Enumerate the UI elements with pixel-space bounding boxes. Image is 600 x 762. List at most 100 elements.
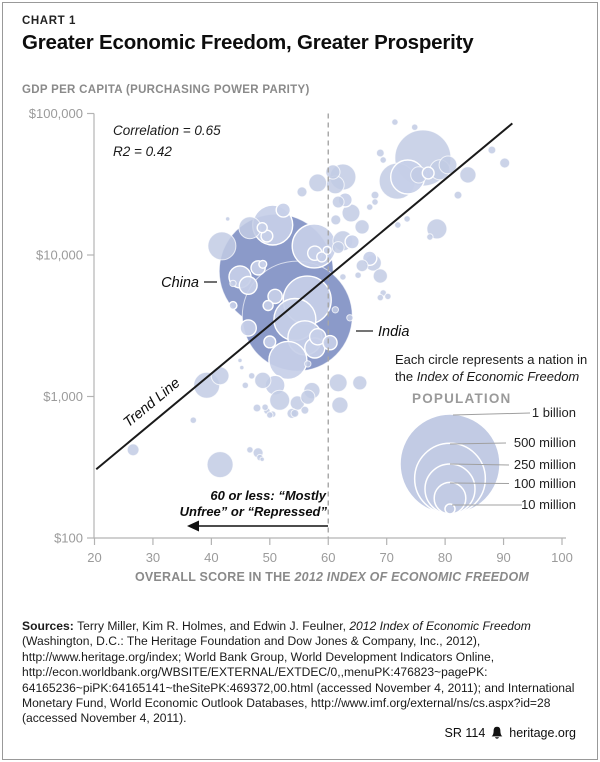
nation-bubble: [371, 198, 379, 206]
nation-bubble: [376, 293, 384, 302]
nation-bubble: [248, 372, 256, 380]
nation-bubble: [237, 357, 243, 364]
nation-bubble: [262, 299, 274, 312]
legend-leader-250m: [449, 463, 510, 466]
x-tick-label: 20: [87, 550, 101, 565]
nation-bubble: [339, 273, 347, 281]
bubble-layer: [126, 118, 511, 479]
x-tick-label: 100: [551, 550, 573, 565]
legend-leader-1b: [452, 412, 531, 416]
legend-label-100m: 100 million: [514, 476, 576, 491]
y-tick-label: $1,000: [43, 389, 83, 404]
nation-bubble: [256, 221, 268, 234]
nation-bubble: [331, 241, 345, 254]
threshold-arrow-head: [187, 520, 199, 532]
threshold-note-line1: 60 or less: “Mostly: [210, 488, 326, 503]
y-axis-title: GDP PER CAPITA (PURCHASING POWER PARITY): [22, 84, 310, 96]
nation-bubble: [269, 389, 291, 411]
nation-bubble: [252, 403, 262, 413]
nation-bubble: [268, 340, 308, 381]
legend-leader-500m: [449, 442, 507, 445]
nation-bubble: [296, 186, 308, 198]
nation-bubble: [246, 446, 254, 454]
nation-bubble: [241, 381, 250, 389]
site-link: heritage.org: [509, 726, 576, 740]
bubble-chart-canvas: 20 30 40 50 60 70 80 90 100 $100 $1,000 $10,000 $100…: [29, 106, 587, 584]
nation-bubble: [370, 190, 380, 200]
x-tick-label: 90: [496, 550, 510, 565]
legend-note-line1: Each circle represents a nation in: [395, 352, 587, 367]
nation-bubble: [206, 451, 234, 479]
axis-ticks: 20 30 40 50 60 70 80 90 100 $100 $1,000 $10,000 $100…: [29, 106, 573, 565]
nation-bubble: [344, 233, 361, 250]
nation-bubble: [261, 403, 269, 411]
nation-bubble: [239, 364, 245, 371]
legend-note-line2: the Index of Economic Freedom: [395, 369, 579, 384]
y-tick-label: $100,000: [29, 106, 83, 121]
nation-bubble: [266, 411, 274, 419]
r-squared-annotation: R2 = 0.42: [113, 144, 172, 159]
chart-number-label: CHART 1: [22, 15, 77, 27]
nation-bubble: [229, 279, 237, 288]
sources-line: http://econ.worldbank.org/WBSITE/EXTERNA…: [22, 665, 488, 680]
legend-label-1b: 1 billion: [532, 405, 576, 420]
y-tick-label: $10,000: [36, 248, 83, 263]
nation-bubble: [331, 306, 339, 314]
footer: SR 114 heritage.org: [445, 726, 576, 740]
line-layer: [95, 113, 513, 538]
nation-bubble: [391, 118, 399, 126]
nation-bubble: [263, 335, 277, 349]
sources-line: (Washington, D.C.: The Heritage Foundati…: [22, 634, 481, 649]
nation-bubble: [207, 231, 237, 261]
nation-bubble: [379, 156, 387, 164]
x-axis-title: OVERALL SCORE IN THE 2012 INDEX OF ECONO…: [135, 570, 529, 584]
nation-bubble: [372, 268, 388, 284]
sources-line: 64165236~piPK:64165141~theSitePK:469372,…: [22, 680, 575, 695]
nation-bubble: [355, 259, 369, 273]
nation-bubble: [426, 233, 434, 241]
x-tick-label: 80: [438, 550, 452, 565]
sources-block: Sources: Terry Miller, Kim R. Holmes, an…: [22, 619, 587, 727]
nation-bubble: [453, 190, 463, 200]
nation-bubble: [238, 275, 258, 295]
nation-bubble: [384, 292, 392, 301]
nation-bubble: [394, 221, 402, 229]
nation-bubble: [322, 334, 338, 351]
nation-bubble: [487, 145, 497, 155]
nation-bubble: [375, 148, 385, 158]
y-tick-label: $100: [54, 531, 83, 546]
threshold-note-line2: Unfree” or “Repressed”: [180, 504, 328, 519]
nation-bubble: [259, 456, 265, 462]
nation-bubble: [438, 155, 458, 175]
nation-bubble: [304, 360, 312, 368]
x-tick-label: 70: [379, 550, 393, 565]
nation-bubble: [254, 371, 272, 389]
nation-bubble: [300, 405, 310, 415]
nation-bubble: [403, 215, 411, 223]
nation-bubble: [290, 409, 300, 418]
china-label: China: [161, 275, 199, 291]
trend-line: [95, 122, 513, 471]
x-tick-label: 40: [204, 550, 218, 565]
sources-line: http://www.heritage.org/index; World Ban…: [22, 649, 495, 664]
page-title: Greater Economic Freedom, Greater Prospe…: [22, 31, 474, 54]
nation-bubble: [331, 396, 349, 414]
x-tick-label: 50: [263, 550, 277, 565]
nation-bubble: [322, 245, 332, 255]
x-tick-label: 30: [146, 550, 160, 565]
sources-line: Sources: Terry Miller, Kim R. Holmes, an…: [22, 619, 531, 633]
legend-label-10m: 10 million: [521, 497, 576, 512]
legend-leader-100m: [449, 482, 510, 484]
nation-bubble: [421, 166, 435, 180]
sources-line: (accessed November 4, 2011).: [22, 711, 187, 726]
nation-bubble: [225, 216, 231, 222]
sources-line: Monetary Fund, World Economic Outlook Da…: [22, 696, 551, 711]
nation-bubble: [352, 375, 368, 391]
legend-label-500m: 500 million: [514, 435, 576, 450]
legend-label-250m: 250 million: [514, 457, 576, 472]
nation-bubble: [239, 319, 257, 337]
nation-bubble: [331, 195, 345, 209]
nation-bubble: [366, 203, 374, 211]
nation-bubble: [354, 219, 370, 235]
